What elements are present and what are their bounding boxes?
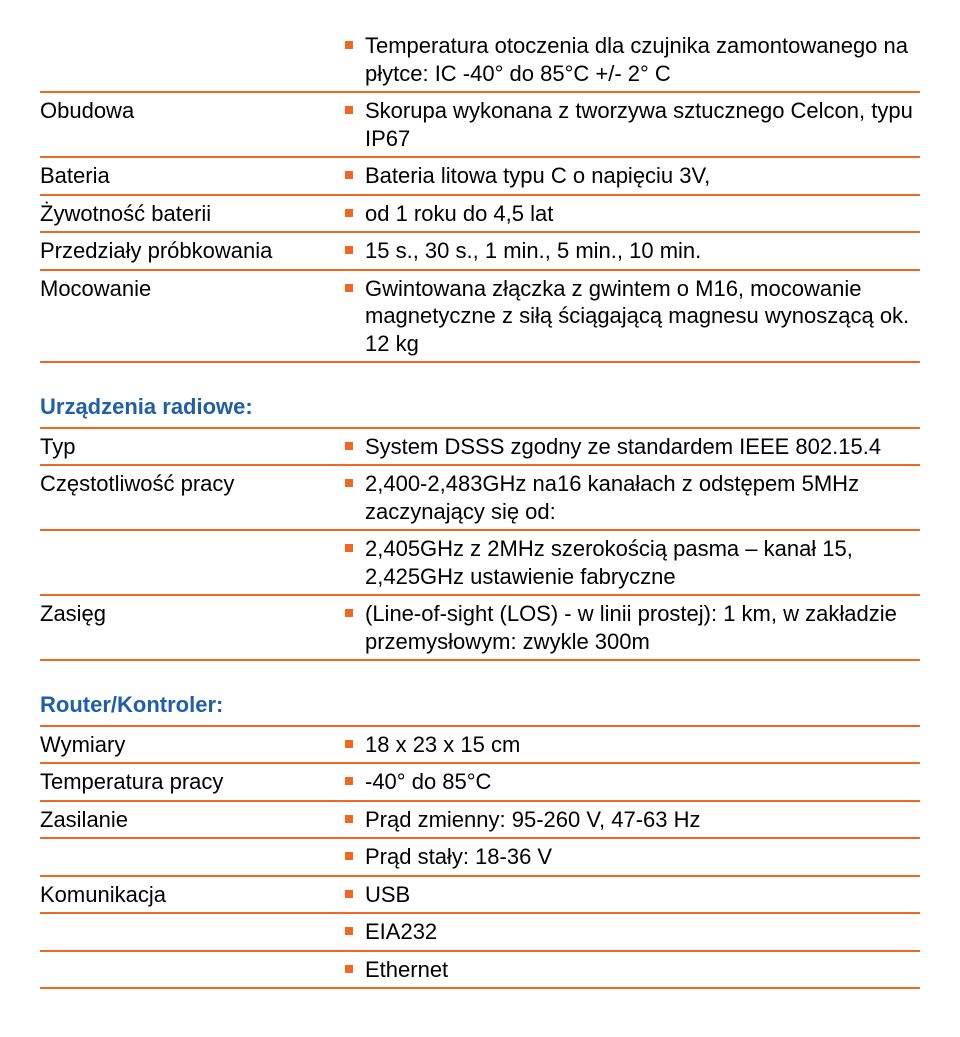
- spec-value-text: Gwintowana złączka z gwintem o M16, moco…: [365, 275, 920, 358]
- bullet-icon: [345, 815, 353, 823]
- spec-label: [40, 914, 345, 950]
- spec-value-text: 2,400-2,483GHz na16 kanałach z odstępem …: [365, 470, 920, 525]
- spec-value-text: 2,405GHz z 2MHz szerokością pasma – kana…: [365, 535, 920, 590]
- spec-label: Zasilanie: [40, 802, 345, 838]
- spec-value-text: USB: [365, 881, 920, 909]
- spec-label: [40, 531, 345, 594]
- spec-row: EIA232: [40, 914, 920, 952]
- bullet-icon: [345, 965, 353, 973]
- bullet-icon: [345, 890, 353, 898]
- bullet-icon: [345, 106, 353, 114]
- spec-value-text: -40° do 85°C: [365, 768, 920, 796]
- bullet-icon: [345, 171, 353, 179]
- spec-value: Prąd zmienny: 95-260 V, 47-63 Hz: [345, 802, 920, 838]
- section-heading: Router/Kontroler:: [40, 673, 920, 727]
- spec-value-text: (Line-of-sight (LOS) - w linii prostej):…: [365, 600, 920, 655]
- spec-value-text: Prąd stały: 18-36 V: [365, 843, 920, 871]
- spec-row: Typ System DSSS zgodny ze standardem IEEE…: [40, 429, 920, 467]
- spec-value-text: Prąd zmienny: 95-260 V, 47-63 Hz: [365, 806, 920, 834]
- spec-value-text: Bateria litowa typu C o napięciu 3V,: [365, 162, 920, 190]
- spec-row: Bateria Bateria litowa typu C o napięciu …: [40, 158, 920, 196]
- spec-row: 2,405GHz z 2MHz szerokością pasma – kana…: [40, 531, 920, 596]
- spec-label: Temperatura pracy: [40, 764, 345, 800]
- spec-value: EIA232: [345, 914, 920, 950]
- spec-value: 2,400-2,483GHz na16 kanałach z odstępem …: [345, 466, 920, 529]
- spec-value: (Line-of-sight (LOS) - w linii prostej):…: [345, 596, 920, 659]
- spec-row: Obudowa Skorupa wykonana z tworzywa sztuc…: [40, 93, 920, 158]
- bullet-icon: [345, 479, 353, 487]
- bullet-icon: [345, 246, 353, 254]
- spec-label: [40, 839, 345, 875]
- spec-label: [40, 952, 345, 988]
- section-heading: Urządzenia radiowe:: [40, 375, 920, 429]
- spec-row: Zasilanie Prąd zmienny: 95-260 V, 47-63 H…: [40, 802, 920, 840]
- spec-label: Bateria: [40, 158, 345, 194]
- spec-value-text: Ethernet: [365, 956, 920, 984]
- spec-value-text: 18 x 23 x 15 cm: [365, 731, 920, 759]
- spec-value-text: 15 s., 30 s., 1 min., 5 min., 10 min.: [365, 237, 920, 265]
- spec-value-text: Skorupa wykonana z tworzywa sztucznego C…: [365, 97, 920, 152]
- spec-row: MocowanieGwintowana złączka z gwintem o …: [40, 271, 920, 364]
- spec-label: [40, 28, 345, 91]
- bullet-icon: [345, 852, 353, 860]
- spec-value: Skorupa wykonana z tworzywa sztucznego C…: [345, 93, 920, 156]
- spec-label: Komunikacja: [40, 877, 345, 913]
- spec-label: Mocowanie: [40, 271, 345, 362]
- spec-value: 2,405GHz z 2MHz szerokością pasma – kana…: [345, 531, 920, 594]
- spec-label: Zasięg: [40, 596, 345, 659]
- spec-row: Przedziały próbkowania 15 s., 30 s., 1 mi…: [40, 233, 920, 271]
- spec-row: Temperatura pracy -40° do 85°C: [40, 764, 920, 802]
- spec-value: Bateria litowa typu C o napięciu 3V,: [345, 158, 920, 194]
- spec-value: Gwintowana złączka z gwintem o M16, moco…: [345, 271, 920, 362]
- spec-label: Typ: [40, 429, 345, 465]
- spec-value-text: EIA232: [365, 918, 920, 946]
- spec-label: Wymiary: [40, 727, 345, 763]
- spec-label: Częstotliwość pracy: [40, 466, 345, 529]
- spec-value-text: System DSSS zgodny ze standardem IEEE 80…: [365, 433, 920, 461]
- bullet-icon: [345, 284, 353, 292]
- bullet-icon: [345, 544, 353, 552]
- spec-row: Żywotność baterii od 1 roku do 4,5 lat: [40, 196, 920, 234]
- spec-value: Ethernet: [345, 952, 920, 988]
- spec-row: Częstotliwość pracy 2,400-2,483GHz na16 k…: [40, 466, 920, 531]
- spec-label: Przedziały próbkowania: [40, 233, 345, 269]
- bullet-icon: [345, 209, 353, 217]
- spec-row: Temperatura otoczenia dla czujnika zamon…: [40, 28, 920, 93]
- spec-row: Zasięg (Line-of-sight (LOS) - w linii pro…: [40, 596, 920, 661]
- spec-value: 15 s., 30 s., 1 min., 5 min., 10 min.: [345, 233, 920, 269]
- spec-row: Ethernet: [40, 952, 920, 990]
- bullet-icon: [345, 41, 353, 49]
- spec-value: Prąd stały: 18-36 V: [345, 839, 920, 875]
- bullet-icon: [345, 927, 353, 935]
- spec-value-text: Temperatura otoczenia dla czujnika zamon…: [365, 32, 920, 87]
- bullet-icon: [345, 442, 353, 450]
- spec-value: -40° do 85°C: [345, 764, 920, 800]
- bullet-icon: [345, 740, 353, 748]
- spec-value: USB: [345, 877, 920, 913]
- spec-value: Temperatura otoczenia dla czujnika zamon…: [345, 28, 920, 91]
- bullet-icon: [345, 777, 353, 785]
- spec-row: Prąd stały: 18-36 V: [40, 839, 920, 877]
- spec-row: Wymiary 18 x 23 x 15 cm: [40, 727, 920, 765]
- spec-value: od 1 roku do 4,5 lat: [345, 196, 920, 232]
- spec-label: Obudowa: [40, 93, 345, 156]
- bullet-icon: [345, 609, 353, 617]
- spec-value: 18 x 23 x 15 cm: [345, 727, 920, 763]
- spec-label: Żywotność baterii: [40, 196, 345, 232]
- spec-row: Komunikacja USB: [40, 877, 920, 915]
- spec-value: System DSSS zgodny ze standardem IEEE 80…: [345, 429, 920, 465]
- spec-value-text: od 1 roku do 4,5 lat: [365, 200, 920, 228]
